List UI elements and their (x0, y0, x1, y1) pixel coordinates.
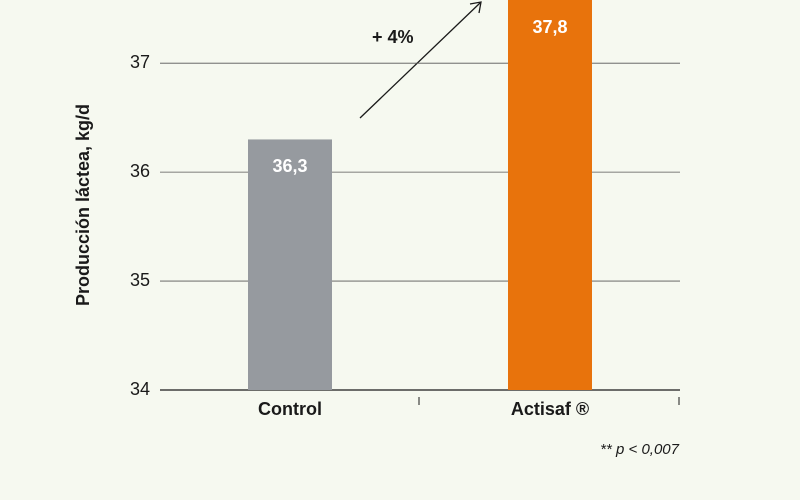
x-tick-label: Control (258, 399, 322, 419)
value-label: 37,8 (532, 17, 567, 37)
y-tick-label: 34 (130, 379, 150, 399)
bar (248, 139, 332, 390)
y-tick-label: 35 (130, 270, 150, 290)
bar (508, 0, 592, 391)
y-axis-label: Producción láctea, kg/d (73, 104, 93, 306)
footnote: ** p < 0,007 (600, 441, 679, 458)
arrow-head (469, 1, 482, 14)
x-tick-label: Actisaf ® (511, 399, 589, 419)
y-tick-label: 37 (130, 52, 150, 72)
arrow (359, 2, 481, 119)
value-label: 36,3 (272, 156, 307, 176)
y-tick-label: 36 (130, 161, 150, 181)
annotation: + 4% (372, 27, 414, 47)
